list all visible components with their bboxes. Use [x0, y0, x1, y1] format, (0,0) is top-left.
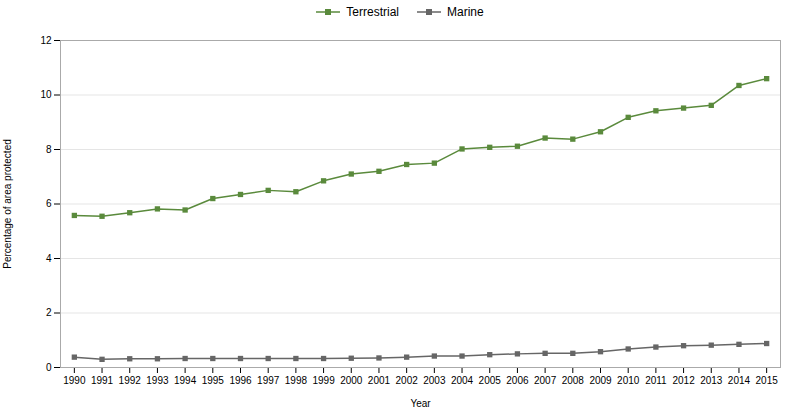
- svg-text:Percentage of area protected: Percentage of area protected: [2, 139, 13, 269]
- svg-text:2001: 2001: [368, 375, 391, 386]
- svg-text:2015: 2015: [756, 375, 779, 386]
- svg-text:2013: 2013: [700, 375, 723, 386]
- html-text:Terrestrial: Terrestrial: [346, 5, 399, 19]
- svg-text:2014: 2014: [728, 375, 751, 386]
- svg-text:2005: 2005: [479, 375, 502, 386]
- svg-text:2010: 2010: [617, 375, 640, 386]
- svg-text:10: 10: [40, 89, 52, 100]
- svg-text:2012: 2012: [672, 375, 695, 386]
- svg-text:1993: 1993: [146, 375, 169, 386]
- svg-text:12: 12: [40, 35, 52, 46]
- html-text:Marine: Marine: [447, 5, 484, 19]
- svg-text:2011: 2011: [645, 375, 667, 386]
- svg-text:1996: 1996: [229, 375, 252, 386]
- svg-text:0: 0: [46, 362, 52, 373]
- svg-text:1994: 1994: [174, 375, 197, 386]
- svg-text:1998: 1998: [285, 375, 308, 386]
- svg-text:2004: 2004: [451, 375, 474, 386]
- svg-text:2000: 2000: [340, 375, 363, 386]
- svg-text:1990: 1990: [63, 375, 86, 386]
- svg-text:2002: 2002: [396, 375, 419, 386]
- svg-text:2003: 2003: [423, 375, 446, 386]
- svg-text:2007: 2007: [534, 375, 557, 386]
- svg-text:1995: 1995: [202, 375, 225, 386]
- svg-text:2: 2: [46, 307, 52, 318]
- svg-text:2008: 2008: [562, 375, 585, 386]
- svg-text:1991: 1991: [91, 375, 114, 386]
- svg-text:Year: Year: [410, 398, 431, 409]
- svg-text:1997: 1997: [257, 375, 280, 386]
- svg-text:2009: 2009: [589, 375, 612, 386]
- svg-text:1992: 1992: [119, 375, 142, 386]
- svg-text:1999: 1999: [312, 375, 335, 386]
- svg-text:6: 6: [46, 198, 52, 209]
- svg-text:2006: 2006: [506, 375, 529, 386]
- svg-text:8: 8: [46, 144, 52, 155]
- svg-text:4: 4: [46, 253, 52, 264]
